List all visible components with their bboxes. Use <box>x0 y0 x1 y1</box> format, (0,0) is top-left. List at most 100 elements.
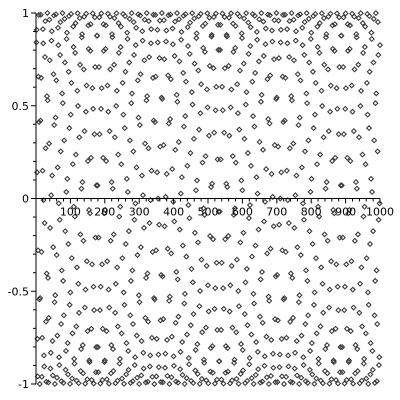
data-point <box>319 280 326 287</box>
data-point <box>74 87 81 94</box>
data-point <box>356 280 364 287</box>
data-point <box>306 59 313 66</box>
data-point <box>140 349 147 356</box>
data-point <box>347 157 354 165</box>
data-point <box>318 87 325 94</box>
data-point <box>194 341 201 348</box>
data-point <box>237 370 244 377</box>
data-point <box>272 316 279 323</box>
data-point <box>346 206 353 214</box>
data-point <box>141 140 149 147</box>
data-point <box>366 240 374 248</box>
data-point <box>50 71 57 78</box>
data-point <box>79 179 86 186</box>
data-point <box>251 12 258 19</box>
data-point <box>361 43 368 51</box>
data-point <box>369 347 376 355</box>
ticks-layer: 100 200 300 400 500 600 700 800 900 1000 1 0.5 0 -0.5… <box>8 7 394 391</box>
data-point <box>329 157 336 165</box>
data-point <box>279 11 287 19</box>
data-point <box>278 373 286 380</box>
data-point <box>163 27 170 34</box>
data-point <box>350 128 357 135</box>
data-point <box>77 367 84 375</box>
data-point <box>183 331 191 338</box>
data-point <box>235 303 243 310</box>
data-point <box>97 283 104 290</box>
data-point <box>89 85 96 92</box>
data-point <box>331 210 338 217</box>
data-point <box>192 367 199 374</box>
data-point <box>228 86 235 93</box>
data-point <box>144 378 151 385</box>
data-point <box>205 132 213 139</box>
data-point <box>313 330 320 337</box>
data-point <box>127 312 134 319</box>
data-point <box>123 340 130 347</box>
data-point <box>174 98 181 105</box>
data-point <box>295 121 302 129</box>
data-point <box>147 40 154 47</box>
data-point <box>258 9 265 17</box>
data-point <box>186 361 193 368</box>
data-point <box>42 318 50 325</box>
data-point <box>281 11 289 18</box>
data-point <box>254 190 261 197</box>
data-point <box>263 166 270 173</box>
data-point <box>35 73 42 80</box>
data-point <box>297 11 304 18</box>
data-point <box>97 380 104 387</box>
data-point <box>312 10 319 18</box>
data-point <box>131 361 138 369</box>
data-point <box>273 94 280 101</box>
data-point <box>231 356 238 363</box>
data-point <box>148 334 156 341</box>
data-point <box>94 344 101 351</box>
data-point <box>222 236 229 243</box>
data-point <box>240 229 247 236</box>
data-point <box>212 10 219 17</box>
data-point <box>65 68 72 75</box>
data-point <box>38 373 45 380</box>
data-point <box>361 355 368 362</box>
data-point <box>333 10 341 17</box>
data-point <box>62 347 70 355</box>
data-point <box>252 371 259 379</box>
data-point <box>140 224 148 231</box>
data-point <box>202 20 209 27</box>
data-point <box>118 375 126 382</box>
data-point <box>162 350 169 357</box>
data-point <box>145 318 152 325</box>
data-point <box>227 282 234 289</box>
data-point <box>37 11 44 18</box>
data-point <box>327 82 334 89</box>
data-point <box>60 277 67 284</box>
data-point <box>267 245 274 252</box>
data-point <box>348 376 355 383</box>
data-point <box>202 324 210 331</box>
data-point <box>341 307 348 314</box>
data-point <box>308 29 315 36</box>
data-point <box>167 11 174 18</box>
data-point <box>313 375 320 382</box>
data-point <box>188 265 195 272</box>
data-point <box>109 34 116 41</box>
data-point <box>351 13 358 20</box>
data-point <box>125 347 132 355</box>
data-point <box>305 312 312 319</box>
data-point <box>247 42 254 50</box>
data-point <box>103 376 110 383</box>
data-point <box>61 137 68 144</box>
data-point <box>182 11 189 18</box>
data-point <box>320 309 327 316</box>
data-point <box>48 37 55 44</box>
data-point <box>219 10 226 17</box>
data-point <box>295 12 302 19</box>
data-point <box>207 345 214 352</box>
data-point <box>72 20 79 27</box>
data-point <box>233 329 240 336</box>
data-point <box>57 19 64 26</box>
data-point <box>277 39 284 46</box>
data-point <box>108 342 115 349</box>
data-point <box>258 91 265 98</box>
